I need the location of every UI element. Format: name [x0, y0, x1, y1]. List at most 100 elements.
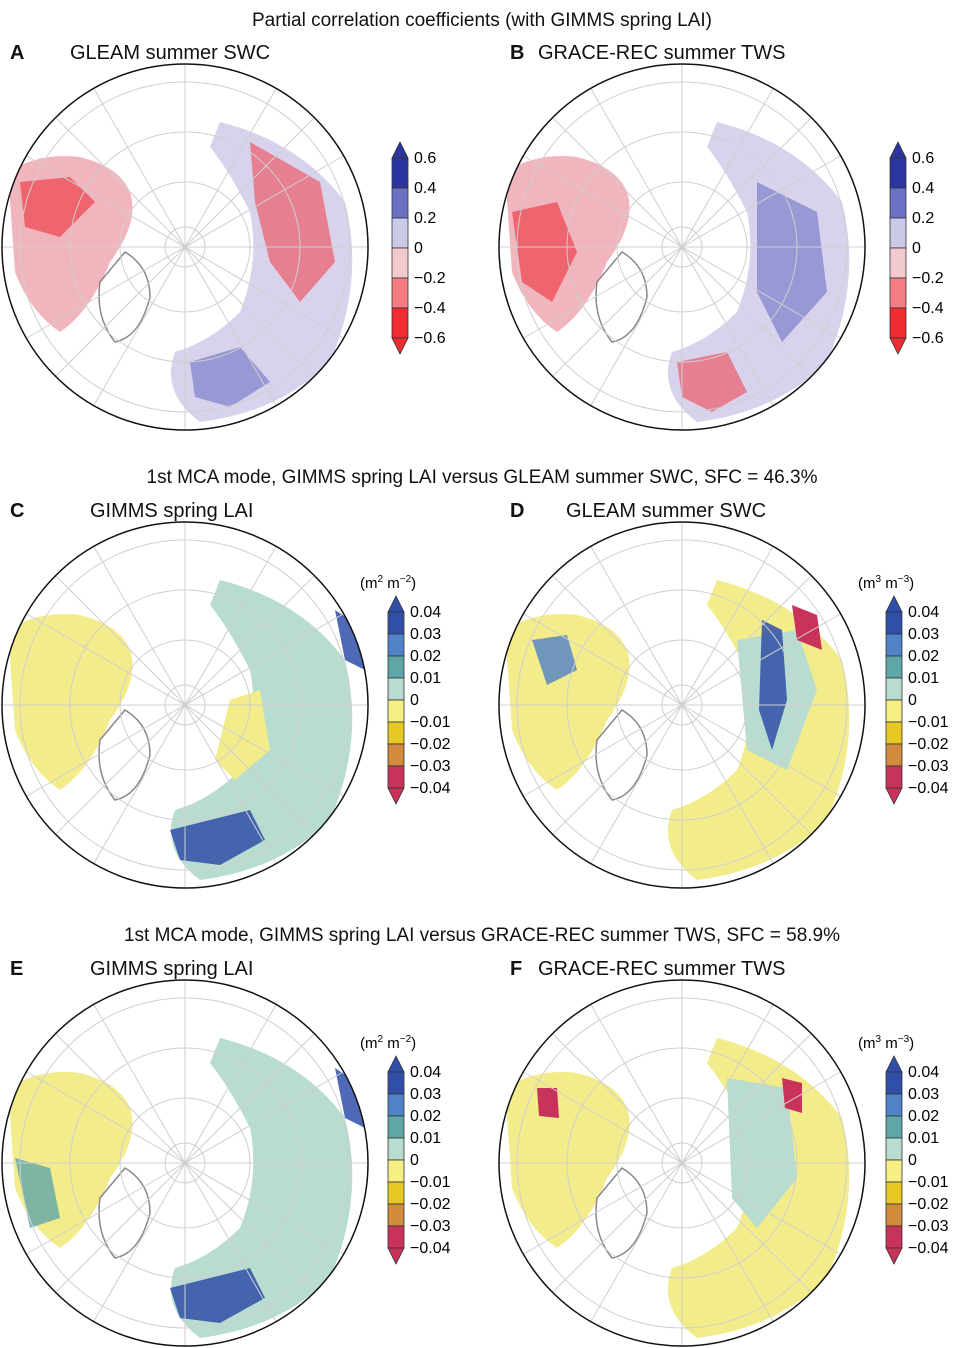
- colorbar-segment-min: [387, 787, 405, 805]
- colorbar-segment-4: [885, 1159, 903, 1183]
- panel-letter-b: B: [510, 42, 525, 64]
- greenland-outline: [595, 1167, 648, 1259]
- colorbar-segment-0: [885, 611, 903, 635]
- colorbar-segment-4: [889, 277, 907, 309]
- eurasia-teal-patches: [727, 1078, 797, 1228]
- colorbar-tick-label: 0.4: [912, 180, 934, 197]
- map-panel-c: [1, 521, 369, 889]
- colorbar-segment-3: [885, 1137, 903, 1161]
- panel-letter-f: F: [510, 958, 523, 980]
- colorbar-segment-2: [889, 217, 907, 249]
- colorbar-segment-1: [387, 633, 405, 657]
- panel-title-d: GLEAM summer SWC: [566, 500, 767, 522]
- colorbar-segment-3: [391, 247, 409, 279]
- colorbar-tick-label: 0.6: [912, 150, 934, 167]
- colorbar-segment-max: [885, 595, 903, 613]
- siberia-blue-band: [759, 620, 787, 750]
- colorbar-tick-label: 0.03: [410, 1086, 441, 1103]
- colorbar-segment-5: [387, 1181, 405, 1205]
- colorbar-panel-a: 0.6 0.4 0.2 0 −0.2 −0.4 −0.6: [391, 141, 446, 355]
- colorbar-segment-5: [885, 721, 903, 745]
- colorbar-tick-label: −0.01: [410, 714, 451, 731]
- graticule: [2, 522, 368, 888]
- colorbar-tick-label: −0.01: [908, 1174, 949, 1191]
- colorbar-segment-0: [387, 1071, 405, 1095]
- colorbar-segment-4: [387, 699, 405, 723]
- greenland-outline: [98, 1167, 151, 1259]
- colorbar-tick-label: 0.02: [410, 1108, 441, 1125]
- colorbar-segment-1: [387, 1093, 405, 1117]
- colorbar-unit: (m3 m−3): [858, 574, 914, 592]
- colorbar-tick-label: 0.01: [908, 670, 939, 687]
- colorbar-tick-label: 0.01: [908, 1130, 939, 1147]
- europe-blue-patches: [170, 810, 265, 865]
- colorbar-segment-max: [885, 1055, 903, 1073]
- colorbar-tick-label: 0.01: [410, 1130, 441, 1147]
- colorbar-tick-label: −0.02: [410, 736, 451, 753]
- colorbar-segment-0: [889, 157, 907, 189]
- panel-title-e: GIMMS spring LAI: [90, 958, 254, 980]
- colorbar-segment-6: [387, 1203, 405, 1227]
- colorbar-tick-label: −0.01: [410, 1174, 451, 1191]
- panel-title-f: GRACE-REC summer TWS: [538, 958, 786, 980]
- siberia-red-patches: [792, 605, 822, 650]
- colorbar-tick-label: −0.02: [410, 1196, 451, 1213]
- greenland-outline: [595, 709, 648, 801]
- colorbar-tick-label: 0.03: [908, 626, 939, 643]
- north-america-teal-patches: [15, 1158, 60, 1228]
- colorbar-segment-4: [885, 699, 903, 723]
- colorbar-tick-label: 0.04: [410, 1064, 441, 1081]
- colorbar-segment-min: [391, 337, 409, 355]
- colorbar-segment-1: [885, 633, 903, 657]
- colorbar-tick-label: 0.04: [908, 1064, 939, 1081]
- north-america-red-patches: [512, 202, 577, 302]
- colorbar-unit: (m3 m−3): [858, 1034, 914, 1052]
- colorbar-segment-3: [387, 677, 405, 701]
- graticule: [499, 980, 865, 1346]
- colorbar-panel-d: (m3 m−3) 0.04 0.03 0.02 0.01 0 −0.01 −0.…: [858, 574, 949, 805]
- row-title-partial-correlation: Partial correlation coefficients (with G…: [251, 10, 713, 31]
- colorbar-tick-label: 0.02: [410, 648, 441, 665]
- row-title-mca-tws: 1st MCA mode, GIMMS spring LAI versus GR…: [123, 925, 841, 946]
- panel-letter-e: E: [10, 958, 24, 980]
- colorbar-segment-3: [885, 677, 903, 701]
- colorbar-unit: (m2 m−2): [360, 574, 416, 592]
- colorbar-tick-label: −0.6: [912, 330, 944, 347]
- colorbar-segment-7: [885, 765, 903, 789]
- colorbar-tick-label: 0: [410, 1152, 419, 1169]
- colorbar-tick-label: 0: [410, 692, 419, 709]
- colorbar-segment-min: [387, 1247, 405, 1265]
- colorbar-segment-2: [885, 1115, 903, 1139]
- siberia-red-patches: [782, 1078, 802, 1113]
- colorbar-segment-1: [889, 187, 907, 219]
- colorbar-segment-0: [885, 1071, 903, 1095]
- colorbar-segment-0: [391, 157, 409, 189]
- colorbar-segment-min: [889, 337, 907, 355]
- colorbar-segment-7: [387, 1225, 405, 1249]
- colorbar-segment-6: [387, 743, 405, 767]
- map-panel-b: [498, 63, 866, 431]
- graticule: [2, 980, 368, 1346]
- colorbar-tick-label: −0.02: [908, 736, 949, 753]
- colorbar-tick-label: 0.4: [414, 180, 436, 197]
- colorbar-tick-label: −0.2: [414, 270, 446, 287]
- colorbar-segment-min: [885, 787, 903, 805]
- colorbar-tick-label: 0.03: [908, 1086, 939, 1103]
- greenland-outline: [98, 709, 151, 801]
- colorbar-panel-c: (m2 m−2) 0.04 0.03 0.02 0.01 0 −0.01 −0.…: [360, 574, 451, 805]
- colorbar-segment-6: [885, 743, 903, 767]
- panel-letter-d: D: [510, 500, 525, 522]
- north-america-red-patches: [537, 1088, 559, 1118]
- colorbar-tick-label: −0.03: [908, 1218, 949, 1235]
- colorbar-tick-label: 0.01: [410, 670, 441, 687]
- graticule: [2, 64, 368, 430]
- greenland-outline: [595, 251, 648, 343]
- colorbar-segment-0: [387, 611, 405, 635]
- map-panel-a: [1, 63, 369, 431]
- colorbar-tick-label: −0.6: [414, 330, 446, 347]
- colorbar-segment-3: [889, 247, 907, 279]
- colorbar-tick-label: −0.02: [908, 1196, 949, 1213]
- europe-blue-patches: [170, 1268, 265, 1323]
- colorbar-segment-3: [387, 1137, 405, 1161]
- panel-letter-a: A: [10, 42, 25, 64]
